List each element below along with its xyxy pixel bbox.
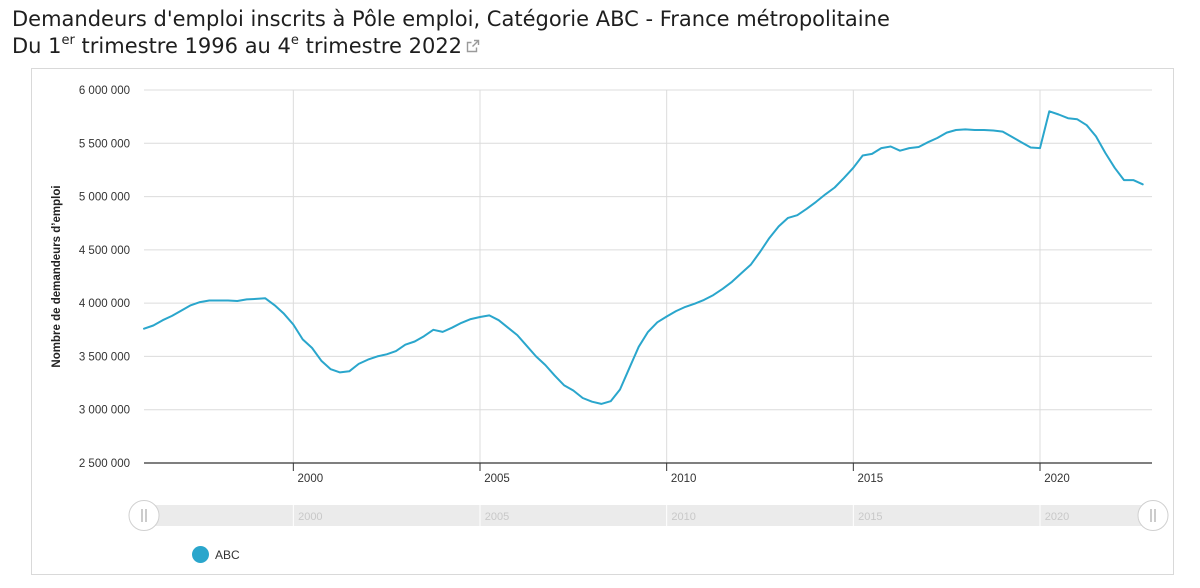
navigator-track <box>144 505 1153 526</box>
navigator-label: 2015 <box>858 511 882 523</box>
y-tick-label: 2 500 000 <box>79 458 130 470</box>
x-tick-label: 2020 <box>1044 473 1070 485</box>
y-tick-label: 3 500 000 <box>79 351 130 363</box>
x-tick-label: 2010 <box>671 473 697 485</box>
y-tick-label: 3 000 000 <box>79 405 130 417</box>
navigator-handle-left[interactable] <box>128 500 160 531</box>
legend-item-abc[interactable]: ABC <box>192 546 240 563</box>
y-tick-label: 5 500 000 <box>79 138 130 150</box>
navigator[interactable]: 2000 2005 2010 2015 2020 <box>128 500 1169 531</box>
legend-label: ABC <box>215 547 240 562</box>
navigator-label: 2005 <box>485 511 509 523</box>
axis-layer: 2 500 000 3 000 000 3 500 000 4 000 000 4 50… <box>51 85 1152 485</box>
title-line-2: Du 1er trimestre 1996 au 4e trimestre 20… <box>12 33 1162 60</box>
x-tick-label: 2005 <box>484 473 510 485</box>
x-tick-label: 2000 <box>298 473 324 485</box>
series-line-abc <box>143 110 1144 405</box>
external-link-icon[interactable] <box>465 34 481 53</box>
title-line-1: Demandeurs d'emploi inscrits à Pôle empl… <box>12 7 890 31</box>
y-tick-label: 4 500 000 <box>79 245 130 257</box>
y-tick-label: 6 000 000 <box>79 85 130 97</box>
title-sup-2: e <box>290 33 299 48</box>
y-axis-title: Nombre de demandeurs d’emploi <box>51 185 63 367</box>
navigator-handle-right[interactable] <box>1137 500 1169 531</box>
y-tick-label: 5 000 000 <box>79 192 130 204</box>
grid-layer <box>144 89 1152 464</box>
title-part-b: trimestre 1996 au 4 <box>74 34 291 58</box>
handle-circle <box>128 500 160 531</box>
series-layer <box>143 110 1144 405</box>
y-tick-label: 4 000 000 <box>79 298 130 310</box>
title-part-a: Du 1 <box>12 34 62 58</box>
handle-circle <box>1137 500 1169 531</box>
title-part-c: trimestre 2022 <box>298 34 463 58</box>
title-sup-1: er <box>61 33 75 48</box>
navigator-label: 2000 <box>298 511 322 523</box>
navigator-label: 2020 <box>1045 511 1069 523</box>
chart-frame <box>31 68 1174 575</box>
legend-symbol <box>192 546 209 563</box>
navigator-label: 2010 <box>671 511 695 523</box>
chart-title: Demandeurs d'emploi inscrits à Pôle empl… <box>12 6 1162 60</box>
x-tick-label: 2015 <box>858 473 884 485</box>
